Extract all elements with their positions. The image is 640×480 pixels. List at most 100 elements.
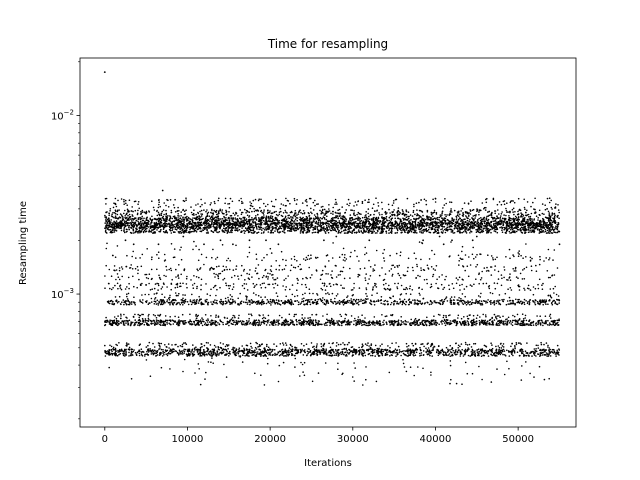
scatter-point (263, 211, 265, 213)
scatter-point (543, 220, 546, 223)
scatter-point (159, 205, 161, 208)
scatter-point (496, 217, 499, 219)
scatter-point (261, 229, 263, 231)
scatter-point (288, 214, 291, 217)
scatter-point (455, 217, 458, 219)
scatter-point (109, 208, 112, 210)
scatter-point (347, 198, 350, 201)
scatter-point (474, 352, 476, 355)
scatter-point (251, 205, 254, 208)
scatter-point (183, 218, 186, 220)
scatter-point (196, 218, 198, 221)
scatter-point (486, 227, 489, 229)
scatter-point (203, 209, 205, 211)
scatter-point (222, 222, 224, 224)
scatter-point (275, 227, 277, 229)
scatter-point (183, 223, 185, 225)
scatter-point (183, 210, 186, 212)
scatter-point (289, 202, 291, 205)
scatter-point (480, 220, 483, 223)
scatter-point (387, 222, 390, 225)
scatter-point (166, 225, 168, 227)
scatter-point (377, 202, 379, 204)
scatter-point (370, 351, 373, 353)
scatter-point (278, 231, 280, 234)
scatter-point (207, 227, 209, 229)
scatter-point (278, 350, 281, 353)
scatter-point (481, 223, 484, 225)
scatter-point (504, 354, 506, 356)
scatter-point (435, 226, 438, 228)
scatter-point (517, 210, 519, 213)
scatter-point (532, 229, 535, 231)
scatter-point (335, 201, 337, 204)
scatter-point (441, 210, 444, 213)
scatter-point (281, 354, 284, 356)
scatter-point (255, 209, 257, 212)
scatter-point (399, 218, 402, 221)
scatter-point (105, 203, 107, 205)
scatter-point (116, 210, 119, 213)
scatter-point (403, 231, 406, 233)
scatter-point (216, 226, 218, 229)
scatter-point (270, 221, 272, 223)
scatter-point (527, 231, 530, 234)
scatter-point (179, 226, 181, 228)
scatter-point (156, 350, 159, 352)
scatter-point (170, 232, 173, 234)
scatter-point (347, 226, 350, 228)
scatter-point (339, 231, 342, 234)
scatter-point (106, 226, 108, 229)
scatter-point (485, 198, 487, 201)
scatter-point (215, 216, 217, 218)
scatter-point (202, 217, 204, 220)
scatter-point (479, 231, 482, 234)
scatter-point (338, 220, 341, 222)
scatter-point (433, 217, 436, 219)
scatter-point (209, 218, 211, 220)
scatter-point (462, 355, 465, 357)
scatter-point (244, 230, 246, 232)
scatter-point (345, 232, 347, 234)
scatter-point (241, 227, 243, 229)
scatter-point (278, 220, 281, 222)
scatter-point (208, 223, 210, 225)
scatter-point (270, 215, 272, 217)
scatter-point (203, 221, 206, 223)
scatter-point (459, 229, 461, 231)
scatter-point (175, 222, 177, 225)
scatter-point (542, 224, 544, 226)
scatter-point (513, 220, 516, 223)
scatter-point (407, 211, 410, 213)
scatter-point (295, 223, 298, 225)
scatter-point (198, 215, 200, 218)
scatter-point (290, 224, 293, 227)
scatter-point (291, 211, 293, 214)
scatter-point (211, 218, 213, 221)
scatter-point (373, 230, 376, 233)
scatter-point (398, 227, 401, 229)
scatter-point (237, 219, 239, 221)
scatter-point (317, 229, 320, 232)
scatter-point (396, 225, 399, 227)
scatter-point (381, 208, 384, 210)
scatter-point (135, 354, 138, 357)
scatter-point (335, 216, 337, 218)
scatter-point (415, 218, 417, 220)
scatter-point (264, 227, 267, 229)
scatter-point (554, 214, 556, 217)
scatter-point (260, 232, 263, 234)
scatter-point (314, 231, 317, 234)
scatter-point (137, 217, 140, 219)
scatter-point (289, 230, 292, 232)
scatter-point (328, 226, 331, 228)
scatter-point (350, 227, 353, 229)
scatter-point (373, 216, 375, 219)
scatter-point (243, 219, 246, 221)
scatter-point (363, 231, 366, 233)
scatter-point (255, 351, 257, 354)
scatter-point (372, 221, 375, 223)
scatter-point (504, 228, 507, 230)
scatter-point (455, 224, 457, 226)
